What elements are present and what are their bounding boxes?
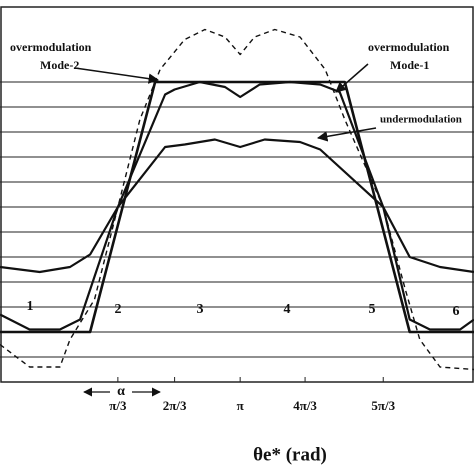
line-series	[0, 28, 474, 371]
line-series	[0, 138, 474, 274]
annotation: 5	[369, 302, 376, 317]
x-tick-label: 5π/3	[371, 398, 395, 413]
line-series	[0, 80, 474, 331]
line-series	[0, 80, 474, 334]
plot-frame	[0, 6, 474, 383]
x-tick-label: π	[237, 398, 244, 413]
annotation: α	[117, 384, 125, 399]
annotation: 3	[197, 302, 204, 317]
x-tick-label: π/3	[109, 398, 127, 413]
annotation: 6	[453, 304, 460, 319]
annotation: overmodulation	[368, 40, 450, 54]
annotation: 1	[27, 299, 34, 314]
x-tick-label: 4π/3	[293, 398, 317, 413]
x-tick-label: 2π/3	[163, 398, 187, 413]
lines	[0, 28, 474, 371]
annotation: overmodulation	[10, 40, 92, 54]
arrow	[316, 127, 377, 142]
x-axis-label: θe* (rad)	[253, 444, 327, 465]
arrow	[74, 67, 160, 84]
annotation: 2	[115, 302, 122, 317]
annotation: Mode-2	[40, 58, 79, 72]
annotation: undermodulation	[380, 114, 462, 126]
annotation: Mode-1	[390, 58, 429, 72]
annotation: 4	[284, 302, 291, 317]
labels: π/3 2π/3 π 4π/3 5π/3 θe* (rad) overmodulation M…	[10, 40, 462, 466]
arrow	[335, 63, 369, 93]
